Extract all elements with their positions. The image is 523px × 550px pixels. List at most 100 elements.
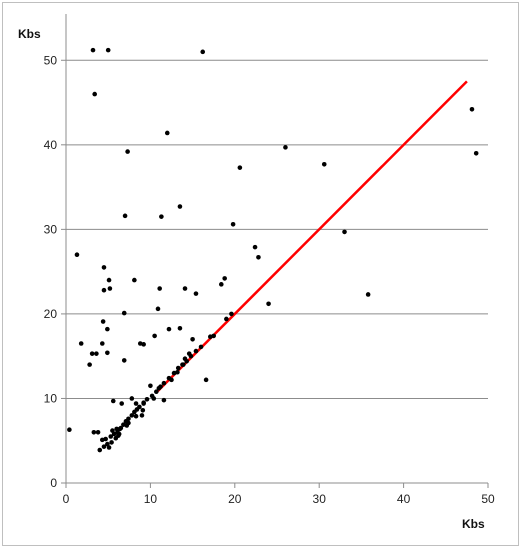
data-point (193, 291, 199, 296)
data-point (132, 277, 137, 283)
data-point (67, 427, 72, 433)
data-point (208, 334, 213, 340)
data-point (105, 350, 110, 356)
y-tick-label: 30 (44, 222, 58, 236)
data-point (108, 434, 114, 439)
data-point (151, 396, 157, 401)
data-point (175, 365, 181, 371)
data-point (148, 383, 153, 389)
data-point (125, 149, 130, 154)
data-point (164, 130, 170, 136)
data-point (266, 301, 271, 307)
data-points (67, 47, 479, 453)
data-point (256, 254, 261, 260)
data-point (229, 311, 234, 317)
data-point (110, 428, 115, 433)
data-point (200, 49, 206, 55)
data-point (116, 431, 122, 437)
data-point (157, 286, 162, 291)
data-point (106, 445, 112, 450)
data-point (182, 286, 188, 291)
data-point (161, 380, 167, 386)
data-point (180, 362, 185, 367)
data-point (100, 319, 106, 324)
data-point (321, 161, 327, 167)
x-tick-label: 10 (144, 492, 158, 506)
data-point (156, 386, 162, 391)
data-point (137, 404, 142, 410)
x-axis-label: Kbs (462, 517, 485, 531)
data-point (106, 277, 112, 283)
y-axis-label: Kbs (18, 27, 41, 41)
data-point (161, 397, 167, 403)
data-point (365, 292, 371, 297)
data-point (154, 389, 159, 394)
reference-line (156, 80, 468, 393)
data-point (198, 344, 204, 350)
data-point (107, 286, 113, 291)
data-point (177, 204, 183, 209)
data-point (342, 229, 347, 235)
data-point (87, 362, 92, 367)
x-tick-label: 40 (397, 492, 411, 506)
data-point (193, 348, 199, 354)
data-point (133, 413, 139, 419)
x-tick-label: 30 (313, 492, 327, 506)
data-point (126, 416, 131, 422)
y-tick-label: 10 (44, 391, 58, 405)
gridlines (61, 59, 488, 484)
data-point (101, 444, 107, 449)
data-point (169, 377, 174, 383)
data-point (230, 221, 236, 227)
data-point (114, 426, 119, 432)
data-point (182, 356, 188, 362)
data-point (222, 276, 227, 281)
data-point (139, 413, 145, 418)
data-point (252, 244, 258, 250)
data-point (95, 429, 101, 435)
y-tick-label: 50 (44, 53, 58, 67)
data-point (186, 351, 192, 356)
data-point (141, 400, 146, 405)
data-point (133, 401, 139, 406)
red-line (156, 80, 468, 393)
data-point (152, 333, 157, 339)
data-point (119, 401, 125, 406)
data-point (118, 425, 124, 431)
data-point (110, 398, 116, 404)
x-tick-label: 0 (63, 492, 70, 506)
data-point (121, 310, 127, 316)
data-point (283, 145, 288, 150)
data-point (97, 447, 103, 453)
data-point (155, 306, 161, 312)
data-point (105, 47, 111, 53)
data-point (91, 429, 97, 435)
data-point (237, 165, 243, 170)
data-point (144, 397, 150, 402)
data-point (141, 342, 146, 347)
data-point (166, 326, 172, 332)
y-tick-label: 0 (50, 476, 57, 490)
x-tick-label: 50 (481, 492, 495, 506)
data-point (89, 351, 95, 356)
data-point (224, 316, 229, 322)
data-point (203, 377, 209, 383)
data-point (101, 287, 107, 293)
data-point (74, 252, 80, 258)
data-point (126, 420, 131, 426)
data-point (177, 325, 183, 331)
data-point (140, 407, 146, 413)
data-point (101, 265, 107, 270)
x-tick-label: 20 (228, 492, 242, 506)
data-point (94, 351, 99, 356)
data-point (103, 436, 108, 442)
data-point (159, 214, 164, 219)
data-point (109, 440, 114, 445)
data-point (129, 396, 135, 401)
data-point (90, 47, 96, 53)
axes (65, 14, 489, 488)
data-point (129, 413, 135, 418)
data-point (99, 341, 105, 346)
data-point (175, 369, 180, 375)
